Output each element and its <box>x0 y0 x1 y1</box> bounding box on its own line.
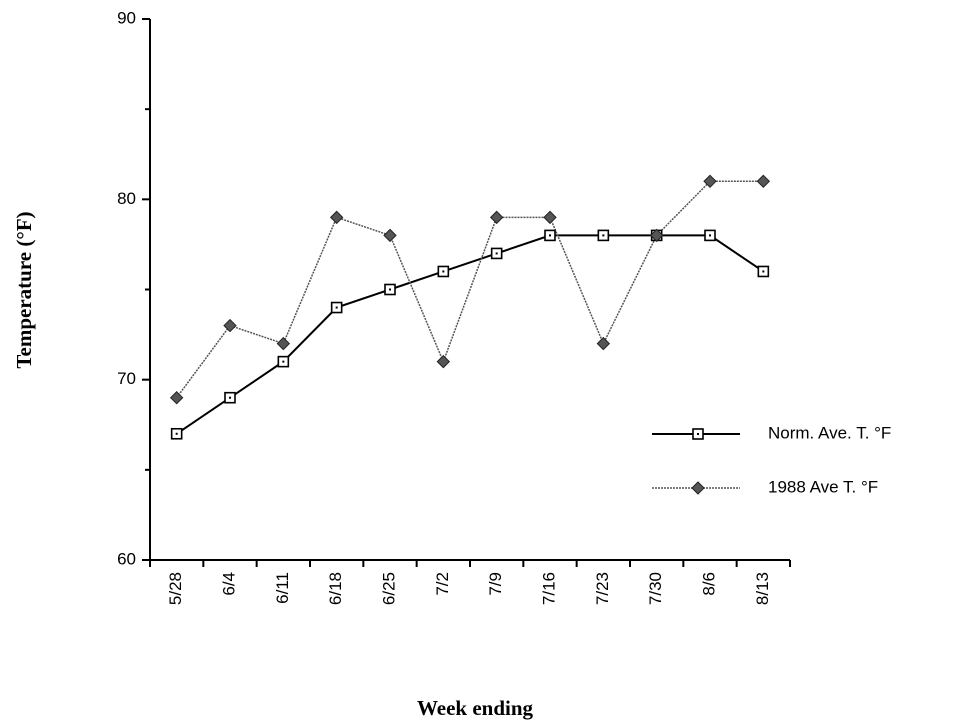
series-line <box>176 234 764 435</box>
y-tick-label: 80 <box>117 189 136 208</box>
marker <box>757 265 770 278</box>
marker-dot <box>335 306 338 309</box>
marker-dot <box>229 396 231 399</box>
x-tick-label: 8/6 <box>699 572 718 596</box>
marker <box>597 229 610 242</box>
legend-label: Norm. Ave. T. °F <box>768 423 891 442</box>
marker <box>596 336 611 351</box>
marker-dot <box>549 234 551 237</box>
marker <box>489 210 504 225</box>
marker-dot <box>442 270 445 273</box>
y-axis-title: Temperature (°F) <box>12 211 36 368</box>
marker <box>437 265 450 278</box>
x-tick-label: 7/23 <box>593 572 612 605</box>
marker-dot <box>709 234 711 237</box>
marker <box>223 318 237 333</box>
x-tick-label: 7/9 <box>486 572 505 596</box>
marker <box>224 391 236 404</box>
marker <box>544 229 556 242</box>
marker <box>384 283 396 296</box>
marker <box>649 228 664 243</box>
marker <box>704 229 716 242</box>
x-tick-label: 6/11 <box>273 572 292 604</box>
x-tick-label: 5/28 <box>166 572 185 605</box>
marker <box>756 174 771 189</box>
y-tick-label: 70 <box>117 369 136 388</box>
marker <box>383 228 397 243</box>
marker-dot <box>282 360 285 363</box>
legend-marker <box>691 481 705 495</box>
marker-dot <box>389 288 391 291</box>
marker <box>703 174 717 189</box>
marker-dot <box>697 433 699 435</box>
marker <box>490 247 503 260</box>
marker-dot <box>762 270 765 273</box>
marker <box>276 336 291 351</box>
marker <box>170 427 183 440</box>
x-tick-label: 8/13 <box>753 572 772 605</box>
x-tick-label: 7/2 <box>433 572 452 596</box>
marker <box>543 210 557 225</box>
legend-marker <box>692 428 704 440</box>
marker <box>330 301 343 314</box>
marker <box>436 354 451 369</box>
x-tick-label: 7/30 <box>646 572 665 605</box>
y-tick-label: 90 <box>117 8 136 27</box>
x-axis-title: Week ending <box>417 696 534 720</box>
y-tick-label: 60 <box>117 549 136 568</box>
legend-label: 1988 Ave T. °F <box>768 477 878 496</box>
marker <box>169 390 184 405</box>
series-line <box>176 180 764 399</box>
marker <box>277 355 290 368</box>
x-tick-label: 6/25 <box>379 572 398 605</box>
marker-dot <box>602 234 605 237</box>
x-tick-label: 7/16 <box>539 572 558 605</box>
marker-dot <box>175 432 178 435</box>
marker-dot <box>495 252 498 255</box>
x-tick-label: 6/18 <box>326 572 345 605</box>
x-tick-label: 6/4 <box>219 572 238 596</box>
marker <box>329 210 344 225</box>
